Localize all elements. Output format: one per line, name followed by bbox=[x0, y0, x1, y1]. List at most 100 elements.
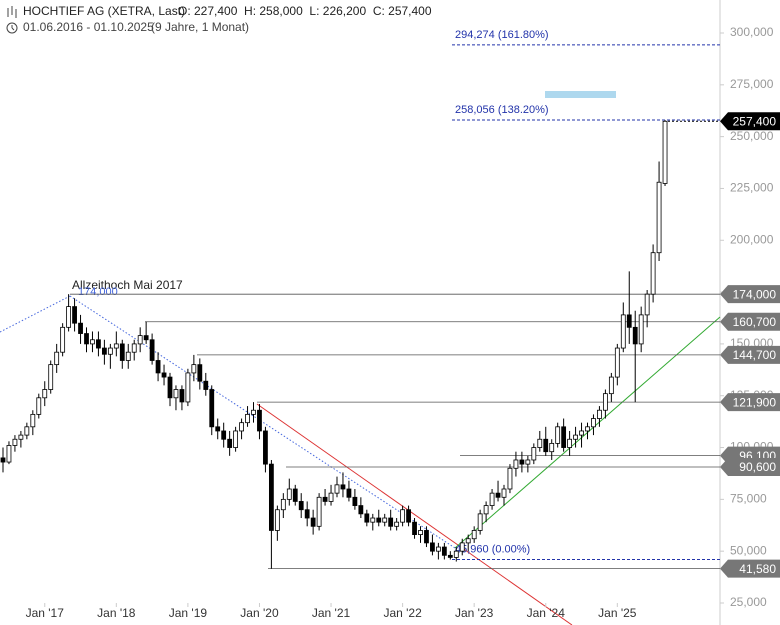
candle-body bbox=[608, 376, 614, 395]
x-tick-label: Jan '17 bbox=[26, 606, 65, 620]
candle-body bbox=[656, 181, 662, 254]
candle-body bbox=[161, 372, 167, 378]
candle-body bbox=[519, 459, 525, 465]
candle-body bbox=[483, 505, 489, 515]
candle-body bbox=[90, 339, 95, 345]
x-tick-label: Jan '24 bbox=[527, 606, 566, 620]
candle-body bbox=[185, 372, 191, 403]
x-tick-label: Jan '25 bbox=[598, 606, 637, 620]
price-tag-label: 174,000 bbox=[733, 287, 777, 301]
candle-body bbox=[322, 496, 328, 502]
candle-body bbox=[119, 343, 125, 361]
candle-body bbox=[113, 343, 119, 349]
candle-body bbox=[304, 509, 310, 519]
price-tag bbox=[720, 559, 780, 578]
header-duration: (9 Jahre, 1 Monat) bbox=[151, 20, 249, 34]
last-price-tag-label: 257,400 bbox=[733, 114, 777, 128]
candle-body bbox=[418, 530, 423, 535]
y-tick-label: 200,000 bbox=[730, 232, 774, 246]
candle-body bbox=[257, 409, 262, 432]
candle-body bbox=[143, 335, 149, 341]
x-tick-label: Jan '21 bbox=[312, 606, 351, 620]
candle-body bbox=[543, 438, 549, 453]
candle-body bbox=[382, 517, 388, 523]
header-range: 01.06.2016 - 01.10.2025 bbox=[23, 20, 154, 34]
candle-body bbox=[471, 530, 477, 540]
candle-body bbox=[406, 509, 411, 523]
candle-body bbox=[591, 418, 596, 428]
candle-body bbox=[453, 550, 459, 558]
candle-body bbox=[30, 413, 36, 428]
price-tag bbox=[720, 393, 780, 412]
candle-body bbox=[495, 492, 501, 498]
candle-body bbox=[137, 335, 143, 345]
trend-line bbox=[69, 295, 456, 549]
candle-body bbox=[227, 438, 233, 448]
header-title: HOCHTIEF AG (XETRA, Last) bbox=[23, 4, 185, 18]
candle-body bbox=[6, 445, 12, 463]
price-tag-label: 90,600 bbox=[739, 460, 776, 474]
candle-body bbox=[298, 501, 304, 511]
candle-body bbox=[620, 314, 626, 349]
price-tag bbox=[720, 458, 780, 477]
candle-body bbox=[364, 513, 370, 523]
candles bbox=[0, 120, 668, 569]
x-tick-label: Jan '22 bbox=[383, 606, 422, 620]
candle-body bbox=[197, 364, 203, 382]
candle-body bbox=[632, 326, 638, 345]
candle-body bbox=[18, 434, 24, 440]
candle-body bbox=[316, 496, 322, 527]
candle-body bbox=[459, 542, 465, 552]
candle-body bbox=[531, 447, 537, 461]
price-tag-label: 144,700 bbox=[733, 348, 777, 362]
annotation: 174,000 bbox=[78, 286, 118, 298]
candle-body bbox=[328, 492, 334, 502]
candle-body bbox=[340, 484, 346, 490]
candle-body bbox=[626, 314, 632, 328]
candle-body bbox=[191, 364, 197, 374]
x-tick-label: Jan '19 bbox=[169, 606, 208, 620]
annotation: Allzeithoch Mai 2017 bbox=[72, 278, 183, 292]
candle-body bbox=[12, 438, 18, 446]
candle-body bbox=[435, 546, 441, 552]
candle-body bbox=[555, 426, 561, 444]
fib-label: 294,274 (161.80%) bbox=[455, 29, 549, 41]
candle-body bbox=[567, 438, 573, 448]
candle-body bbox=[489, 492, 495, 506]
candle-body bbox=[215, 426, 221, 432]
candle-body bbox=[239, 422, 244, 432]
x-tick-label: Jan '20 bbox=[240, 606, 279, 620]
trend-line bbox=[0, 295, 71, 333]
candle-body bbox=[84, 333, 89, 345]
candle-body bbox=[96, 339, 101, 349]
candle-body bbox=[245, 413, 250, 424]
candle-body bbox=[78, 322, 83, 334]
header-ohlc: O: 227,400 H: 258,000 L: 226,200 C: 257,… bbox=[178, 4, 432, 18]
candle-body bbox=[352, 496, 358, 506]
candle-body bbox=[573, 434, 578, 440]
fib-label: 258,056 (138.20%) bbox=[455, 104, 549, 116]
candle-body bbox=[549, 442, 555, 453]
candle-body bbox=[101, 347, 107, 355]
candle-body bbox=[370, 517, 376, 523]
price-tag-label: 121,900 bbox=[733, 395, 777, 409]
candle-body bbox=[268, 463, 274, 531]
candle-body bbox=[209, 389, 215, 428]
candle-body bbox=[60, 326, 66, 353]
candle-body bbox=[24, 426, 30, 436]
candle-body bbox=[585, 426, 590, 432]
candle-body bbox=[42, 389, 48, 399]
candle-body bbox=[286, 488, 292, 500]
candle-body bbox=[388, 517, 394, 527]
candle-body bbox=[662, 120, 668, 184]
candle-body bbox=[644, 293, 650, 316]
candle-body bbox=[579, 430, 584, 436]
trend-line bbox=[256, 403, 573, 625]
candle-body bbox=[501, 488, 507, 498]
candle-body bbox=[465, 538, 471, 544]
candle-body bbox=[430, 542, 435, 552]
candle-body bbox=[125, 351, 131, 361]
candle-body bbox=[447, 554, 453, 558]
